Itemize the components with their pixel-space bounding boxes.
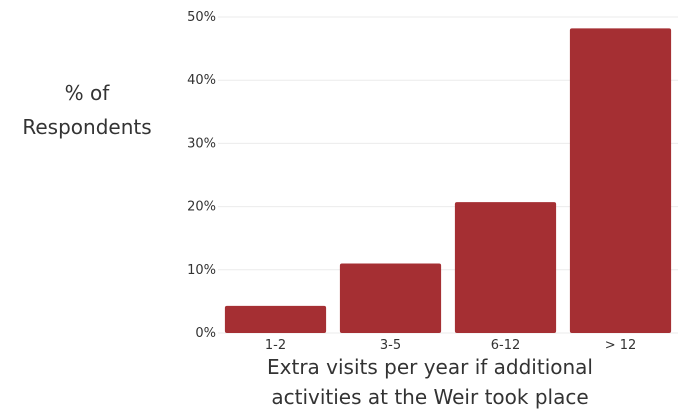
x-axis-title-line-1: Extra visits per year if additional xyxy=(267,355,593,379)
x-axis-title: Extra visits per year if additional acti… xyxy=(180,352,680,412)
y-axis-title-line-1: % of xyxy=(64,81,110,105)
y-tick-label: 0% xyxy=(195,326,216,341)
y-tick-label: 50% xyxy=(187,10,216,25)
y-tick-label: 30% xyxy=(187,136,216,151)
y-tick-label: 40% xyxy=(187,73,216,88)
y-axis-ticks: 0% 10% 20% 30% 40% 50% xyxy=(187,10,216,341)
y-tick-label: 10% xyxy=(187,263,216,278)
bar-2 xyxy=(339,263,442,333)
bar-4 xyxy=(569,28,672,333)
bar-3 xyxy=(454,202,557,333)
bars xyxy=(224,28,672,333)
y-tick-label: 20% xyxy=(187,200,216,215)
bar-1 xyxy=(224,305,327,333)
x-tick-label: 3-5 xyxy=(380,338,401,353)
y-axis-title: % of Respondents xyxy=(0,76,174,144)
x-tick-label: 6-12 xyxy=(491,338,521,353)
y-axis-title-line-2: Respondents xyxy=(22,115,152,139)
x-axis-ticks: 1-2 3-5 6-12 > 12 xyxy=(265,338,636,353)
x-axis-title-line-2: activities at the Weir took place xyxy=(271,385,589,409)
x-tick-label: 1-2 xyxy=(265,338,286,353)
x-tick-label: > 12 xyxy=(605,338,637,353)
